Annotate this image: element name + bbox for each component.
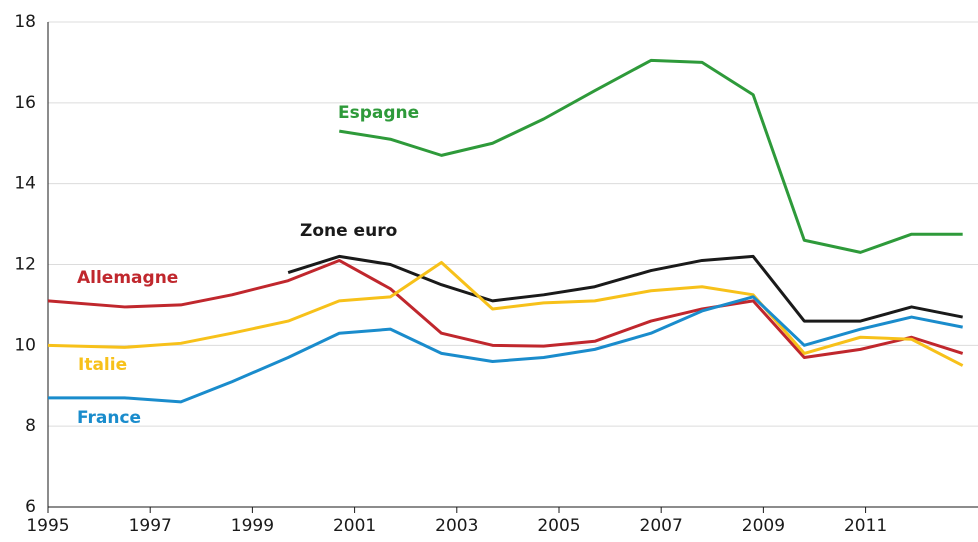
y-tick-label: 12 [14, 255, 36, 275]
series-label: France [77, 408, 141, 428]
series-line [287, 254, 963, 323]
x-tick-label: 1997 [129, 516, 172, 536]
series-label: Zone euro [300, 221, 397, 241]
x-tick-label: 2001 [333, 516, 376, 536]
series-label: Allemagne [77, 268, 178, 288]
x-tick-label: 2005 [537, 516, 580, 536]
y-tick-label: 18 [14, 12, 36, 32]
x-tick-label: 2011 [844, 516, 887, 536]
y-tick-label: 6 [25, 497, 36, 517]
series-label: Italie [78, 355, 127, 375]
series-line [47, 260, 964, 367]
x-tick-label: 1995 [26, 516, 69, 536]
x-tick-label: 2009 [742, 516, 785, 536]
x-tick-label: 2003 [435, 516, 478, 536]
x-tick-label: 2007 [640, 516, 683, 536]
series-line [47, 258, 964, 359]
y-tick-label: 10 [14, 335, 36, 355]
series-line [48, 295, 963, 404]
y-tick-label: 8 [25, 416, 36, 436]
y-tick-label: 14 [14, 174, 36, 194]
y-tick-label: 16 [14, 93, 36, 113]
series-line [339, 58, 963, 254]
series-label: Espagne [338, 103, 419, 123]
x-tick-label: 1999 [231, 516, 274, 536]
